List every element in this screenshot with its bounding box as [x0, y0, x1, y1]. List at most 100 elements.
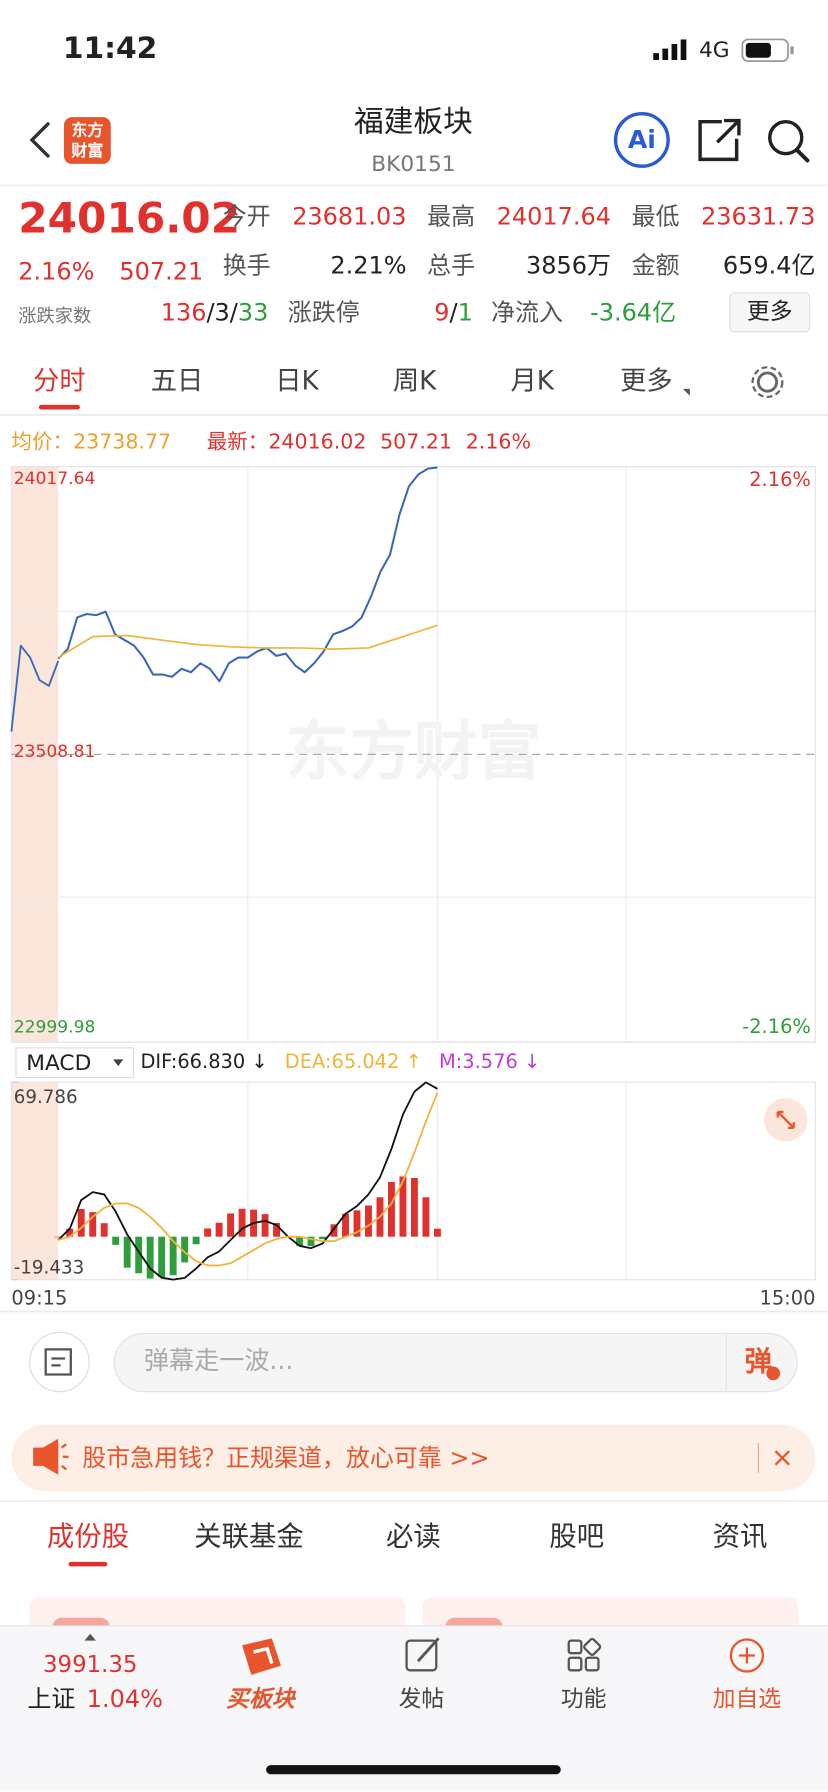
chart-tab[interactable]: 分时: [33, 367, 86, 397]
index-value[interactable]: 3991.35: [43, 1652, 137, 1678]
danmaku-icon[interactable]: [44, 1348, 72, 1376]
macd-labels: DIF:66.830 ↓ DEA:65.042 ↑ M:3.576 ↓: [140, 1050, 540, 1073]
macd-bar: [146, 1236, 154, 1279]
macd-line: [57, 1092, 439, 1267]
function-icon[interactable]: [567, 1637, 602, 1672]
section-tab[interactable]: 成份股: [47, 1521, 129, 1552]
index-line[interactable]: 上证 1.04%: [27, 1685, 163, 1713]
status-time: 11:42: [63, 31, 158, 66]
signal-icon: [653, 39, 687, 61]
index-pct[interactable]: 1.04%: [87, 1685, 163, 1713]
function-cell[interactable]: [567, 1656, 583, 1672]
active-section-indicator: [68, 1561, 108, 1567]
post-icon[interactable]: [405, 1639, 438, 1672]
selector-arrow[interactable]: [113, 1059, 124, 1067]
comment-placeholder[interactable]: 弹幕走一波...: [144, 1346, 294, 1375]
comment-input[interactable]: [113, 1332, 798, 1393]
macd-bar: [89, 1212, 97, 1237]
macd-bar: [215, 1222, 223, 1237]
function-cell[interactable]: [583, 1637, 602, 1656]
x-tick-label: 15:00: [759, 1287, 815, 1310]
chart-tab[interactable]: 月K: [510, 367, 554, 397]
macd-bar: [204, 1228, 212, 1237]
section-tab[interactable]: 必读: [386, 1521, 441, 1552]
quote-fields: 今开 23681.03 最高 24017.64 最低 23631.73 换手 2.21% 总手 3…: [223, 203, 816, 280]
expand-icon[interactable]: [776, 1110, 795, 1129]
signal-bar: [653, 53, 659, 61]
change: 507.21: [119, 257, 203, 285]
macd-bar: [330, 1224, 338, 1237]
avg-price: 23738.77: [73, 430, 171, 454]
page-title: 福建板块: [354, 104, 473, 139]
section-tab[interactable]: 资讯: [713, 1521, 768, 1552]
function-cell[interactable]: [567, 1639, 583, 1655]
latest-change: 507.21: [380, 430, 452, 454]
search-handle[interactable]: [795, 148, 810, 163]
network: 4G: [699, 38, 730, 63]
section-tab[interactable]: 关联基金: [194, 1521, 304, 1552]
latest-pct: 2.16%: [466, 430, 531, 454]
back-button[interactable]: [29, 122, 50, 158]
macd-bar: [123, 1236, 131, 1268]
separator: /: [230, 299, 239, 327]
ad-text[interactable]: 股市急用钱？正规渠道，放心可靠 >>: [82, 1444, 489, 1472]
ad-banner[interactable]: [11, 1424, 816, 1492]
macd-bar: [365, 1205, 372, 1237]
danmaku-settings[interactable]: [29, 1331, 90, 1393]
indicator-selector[interactable]: [15, 1047, 135, 1079]
bottom-items: 买板块 发帖 功能 加自选: [226, 1687, 781, 1713]
macd-bar: [66, 1228, 74, 1237]
ad-close[interactable]: [774, 1450, 790, 1466]
signal-bar: [680, 39, 687, 61]
macd-label: M:3.576 ↓: [439, 1050, 540, 1073]
signal-bar: [662, 48, 669, 61]
battery-tip: [790, 46, 794, 55]
separator: /: [449, 299, 458, 327]
macd-bar: [192, 1236, 200, 1245]
section-tab[interactable]: 股吧: [549, 1521, 604, 1552]
ai-button[interactable]: [613, 111, 670, 168]
macd-bar: [100, 1223, 108, 1237]
bottom-item[interactable]: 功能: [561, 1687, 607, 1713]
y-tick-label: -19.433: [14, 1257, 85, 1278]
field-label: 总手: [427, 252, 475, 280]
macd-label: DEA:65.042 ↑: [285, 1050, 422, 1073]
chart-tab[interactable]: 周K: [393, 367, 437, 397]
share-button[interactable]: [698, 118, 741, 162]
chart-tab[interactable]: 五日: [151, 367, 204, 397]
signal-bar: [671, 44, 678, 61]
divider: [0, 184, 828, 187]
settings-gear[interactable]: [751, 366, 784, 399]
info-line: 均价：23738.77: [11, 430, 171, 454]
bottom-item[interactable]: 加自选: [713, 1687, 782, 1713]
bottom-item[interactable]: 发帖: [399, 1687, 445, 1713]
latest-price: 24016.02: [268, 430, 366, 454]
ai-label[interactable]: Ai: [628, 125, 656, 154]
bottom-item[interactable]: 买板块: [226, 1687, 297, 1713]
macd-bar: [342, 1213, 349, 1237]
watermark: 东方财富: [286, 716, 542, 790]
indicator-name[interactable]: MACD: [26, 1051, 91, 1076]
breadth-down: 33: [238, 299, 269, 327]
settings-button[interactable]: [756, 371, 779, 393]
watchlist-icon[interactable]: [729, 1638, 765, 1673]
function-cell[interactable]: [584, 1656, 600, 1672]
more-button[interactable]: [729, 292, 811, 333]
macd-bar: [319, 1236, 326, 1240]
buy-icon[interactable]: [242, 1638, 281, 1675]
auction-line: [10, 644, 60, 732]
post-pen[interactable]: [416, 1637, 440, 1663]
search-button[interactable]: [768, 119, 804, 156]
index-name[interactable]: 上证: [27, 1685, 75, 1713]
chart-tab[interactable]: 更多: [620, 367, 673, 397]
chart-tabs: 分时 五日 日K 周K 月K 更多: [33, 367, 673, 397]
watchlist-plus[interactable]: [738, 1647, 755, 1664]
chart-tab[interactable]: 日K: [275, 367, 319, 397]
macd-chart: 69.786 -19.433 09:15 15:00: [11, 1081, 815, 1310]
buy-icon-mark[interactable]: [253, 1646, 274, 1664]
more-label[interactable]: 更多: [747, 299, 793, 325]
field-label: 最高: [427, 203, 475, 231]
macd-bar: [353, 1210, 361, 1237]
field-label: 今开: [223, 203, 271, 231]
